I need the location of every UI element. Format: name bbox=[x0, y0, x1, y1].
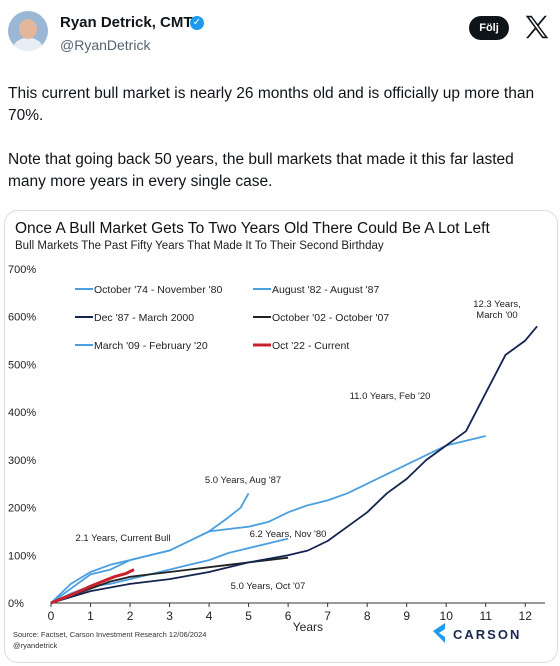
annotation-label: 11.0 Years, Feb '20 bbox=[350, 391, 431, 402]
x-tick-label: 0 bbox=[48, 609, 55, 623]
x-tick-label: 8 bbox=[364, 609, 371, 623]
series-line-1 bbox=[50, 492, 250, 604]
author-handle[interactable]: @RyanDetrick bbox=[60, 37, 151, 53]
chart-subtitle: Bull Markets The Past Fifty Years That M… bbox=[15, 240, 384, 252]
tweet-text-paragraph-2: Note that going back 50 years, the bull … bbox=[8, 151, 514, 190]
y-tick-label: 600% bbox=[8, 312, 36, 324]
chart-title: Once A Bull Market Gets To Two Years Old… bbox=[15, 220, 490, 237]
tweet-text-paragraph-1: This current bull market is nearly 26 mo… bbox=[8, 85, 535, 124]
y-tick-label: 400% bbox=[8, 407, 36, 419]
x-axis-label: Years bbox=[293, 620, 323, 634]
y-tick-label: 500% bbox=[8, 359, 36, 371]
carson-brand: CARSON bbox=[453, 627, 521, 642]
legend-label: October '74 - November '80 bbox=[94, 284, 222, 296]
y-tick-label: 300% bbox=[8, 455, 36, 467]
verified-badge-icon: ✓ bbox=[190, 16, 204, 30]
annotation-label: 2.1 Years, Current Bull bbox=[75, 533, 170, 544]
avatar[interactable] bbox=[8, 11, 48, 51]
legend-label: October '02 - October '07 bbox=[272, 312, 389, 324]
credit-handle: @ryandetrick bbox=[13, 641, 58, 650]
x-tick-label: 11 bbox=[479, 609, 492, 623]
series-line-5 bbox=[50, 568, 135, 605]
avatar-face bbox=[19, 19, 37, 39]
author-name[interactable]: Ryan Detrick, CMT bbox=[60, 14, 193, 31]
chart-image-card[interactable]: Once A Bull Market Gets To Two Years Old… bbox=[4, 210, 558, 663]
annotation-label: 6.2 Years, Nov '80 bbox=[250, 529, 327, 540]
legend-label: Dec '87 - March 2000 bbox=[94, 312, 194, 324]
series-line-4 bbox=[50, 435, 486, 604]
x-logo-icon[interactable] bbox=[522, 12, 552, 42]
avatar-body bbox=[12, 38, 44, 51]
legend-label: Oct '22 - Current bbox=[272, 340, 349, 352]
x-tick-label: 5 bbox=[245, 609, 252, 623]
follow-button[interactable]: Följ bbox=[469, 16, 509, 40]
x-tick-label: 1 bbox=[87, 609, 94, 623]
y-tick-label: 100% bbox=[8, 550, 36, 562]
x-tick-label: 10 bbox=[440, 609, 454, 623]
y-tick-label: 200% bbox=[8, 503, 36, 515]
annotation-label: 5.0 Years, Oct '07 bbox=[231, 581, 306, 592]
chart: Once A Bull Market Gets To Two Years Old… bbox=[8, 220, 545, 650]
series-line-2 bbox=[50, 325, 538, 604]
y-tick-label: 0% bbox=[8, 598, 24, 610]
carson-chevron-icon bbox=[433, 623, 445, 643]
annotation-label: 5.0 Years, Aug '87 bbox=[205, 475, 281, 486]
annotation-label: 12.3 Years, March '00 bbox=[473, 299, 521, 321]
x-tick-label: 6 bbox=[285, 609, 292, 623]
y-tick-label: 700% bbox=[8, 264, 36, 276]
x-tick-label: 2 bbox=[127, 609, 134, 623]
legend-label: March '09 - February '20 bbox=[94, 340, 208, 352]
series-line-0 bbox=[50, 537, 289, 604]
source-note: Source: Factset, Carson Investment Resea… bbox=[13, 630, 206, 639]
x-tick-label: 9 bbox=[403, 609, 410, 623]
x-tick-label: 4 bbox=[206, 609, 213, 623]
x-tick-label: 7 bbox=[324, 609, 331, 623]
x-tick-label: 3 bbox=[166, 609, 173, 623]
tweet-header: Ryan Detrick, CMT ✓ @RyanDetrick Följ bbox=[0, 0, 560, 72]
legend-label: August '82 - August '87 bbox=[272, 284, 379, 296]
x-tick-label: 12 bbox=[519, 609, 533, 623]
